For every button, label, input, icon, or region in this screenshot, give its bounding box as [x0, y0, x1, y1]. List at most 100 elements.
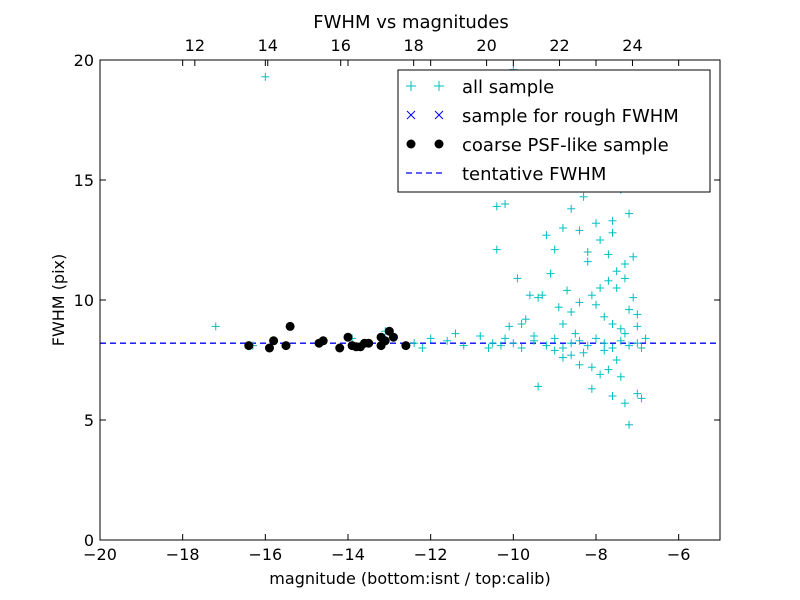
- x-tick-label: −16: [248, 545, 282, 564]
- all-sample-point: [625, 420, 634, 429]
- all-sample-point: [542, 231, 551, 240]
- legend-marker-plus-1: [406, 81, 416, 91]
- all-sample-point: [509, 339, 518, 348]
- chart-title: FWHM vs magnitudes: [313, 12, 508, 33]
- psf-sample-point: [388, 332, 398, 342]
- all-sample-point: [596, 284, 605, 292]
- all-sample-point: [592, 219, 600, 228]
- x-tick-label: −10: [496, 545, 530, 564]
- x-tick-label: −18: [166, 545, 200, 564]
- x-tick-label: −12: [414, 545, 448, 564]
- all-sample-point: [505, 322, 514, 331]
- all-sample-point: [620, 399, 629, 408]
- all-sample-point: [554, 303, 563, 312]
- all-sample-point: [476, 332, 485, 340]
- all-sample-point: [637, 344, 646, 352]
- all-sample-point: [608, 392, 617, 400]
- all-sample-point: [612, 356, 621, 364]
- legend-marker-x-1: [406, 110, 416, 120]
- y-axis-label: FWHM (pix): [49, 254, 68, 347]
- all-sample-point: [633, 322, 642, 331]
- legend-item-rough-fwhm: sample for rough FWHM: [406, 106, 679, 127]
- all-sample-point: [600, 312, 609, 321]
- all-sample-point: [443, 336, 452, 345]
- all-sample-point: [567, 308, 576, 316]
- all-sample-point: [596, 370, 605, 379]
- all-sample-point: [558, 344, 567, 352]
- all-sample-point: [575, 360, 584, 369]
- all-sample-point: [534, 382, 543, 391]
- all-sample-point: [620, 329, 629, 338]
- all-sample-point: [604, 365, 613, 374]
- legend-box: [397, 69, 711, 193]
- all-sample-point: [625, 341, 634, 350]
- all-sample-point: [567, 204, 576, 213]
- all-sample-point: [558, 320, 567, 328]
- legend-label-rough-fwhm: sample for rough FWHM: [462, 106, 679, 127]
- all-sample-point: [550, 346, 559, 355]
- x-tick-label-top: 12: [185, 36, 205, 55]
- psf-sample-point: [318, 336, 328, 346]
- x-tick-label: −8: [584, 545, 608, 564]
- all-sample-point: [575, 298, 584, 307]
- all-sample-point: [484, 344, 493, 352]
- all-sample-point: [567, 339, 576, 348]
- all-sample-point: [592, 300, 600, 309]
- all-sample-point: [625, 305, 634, 314]
- all-sample-point: [587, 291, 596, 300]
- all-sample-point: [501, 334, 510, 343]
- all-sample-point: [583, 248, 592, 256]
- all-sample-point: [587, 363, 596, 372]
- all-sample-point: [530, 332, 538, 340]
- legend-marker-dot-1: [406, 139, 416, 149]
- psf-sample-point: [343, 332, 353, 342]
- all-sample-point: [616, 336, 625, 345]
- all-sample-point: [583, 257, 592, 266]
- legend-label-psf-sample: coarse PSF-like sample: [462, 135, 669, 156]
- psf-sample-point: [376, 341, 386, 351]
- all-sample-point: [426, 334, 435, 343]
- x-axis-label: magnitude (bottom:isnt / top:calib): [269, 569, 550, 588]
- all-sample-point: [261, 72, 270, 81]
- y-tick-label: 5: [84, 411, 94, 430]
- legend-item-all-sample: all sample: [406, 77, 554, 98]
- x-tick-label-top: 22: [549, 36, 569, 55]
- legend-marker-dot-2: [434, 139, 444, 149]
- psf-sample-point: [335, 343, 345, 353]
- all-sample-point: [550, 245, 559, 254]
- psf-sample-point: [285, 321, 295, 331]
- all-sample-point: [538, 291, 547, 300]
- all-sample-point: [625, 209, 634, 218]
- all-sample-point: [513, 274, 522, 283]
- all-sample-point: [620, 260, 629, 268]
- psf-sample-point: [401, 341, 411, 351]
- all-sample-point: [592, 334, 600, 343]
- psf-sample-point: [244, 341, 254, 351]
- all-sample-point: [492, 202, 501, 211]
- psf-sample-point: [364, 338, 374, 348]
- x-tick-label: −6: [667, 545, 691, 564]
- all-sample-point: [521, 315, 530, 324]
- all-sample-point: [558, 224, 567, 232]
- all-sample-point: [558, 353, 567, 362]
- all-sample-point: [629, 293, 638, 302]
- psf-sample-markers: [244, 321, 411, 353]
- all-sample-point: [211, 322, 220, 331]
- all-sample-point: [600, 346, 609, 355]
- y-tick-label: 0: [84, 531, 94, 550]
- all-sample-point: [629, 252, 638, 261]
- x-tick-label-top: 20: [476, 36, 496, 55]
- all-sample-point: [604, 276, 613, 285]
- all-sample-point: [620, 274, 629, 283]
- all-sample-point: [501, 200, 510, 208]
- all-sample-point: [641, 334, 650, 343]
- all-sample-point: [546, 269, 555, 278]
- all-sample-point: [596, 236, 605, 244]
- all-sample-point: [608, 344, 617, 352]
- all-sample-point: [633, 310, 642, 319]
- all-sample-point: [600, 339, 609, 348]
- psf-sample-point: [281, 341, 291, 351]
- all-sample-point: [616, 372, 625, 381]
- psf-sample-point: [347, 341, 357, 351]
